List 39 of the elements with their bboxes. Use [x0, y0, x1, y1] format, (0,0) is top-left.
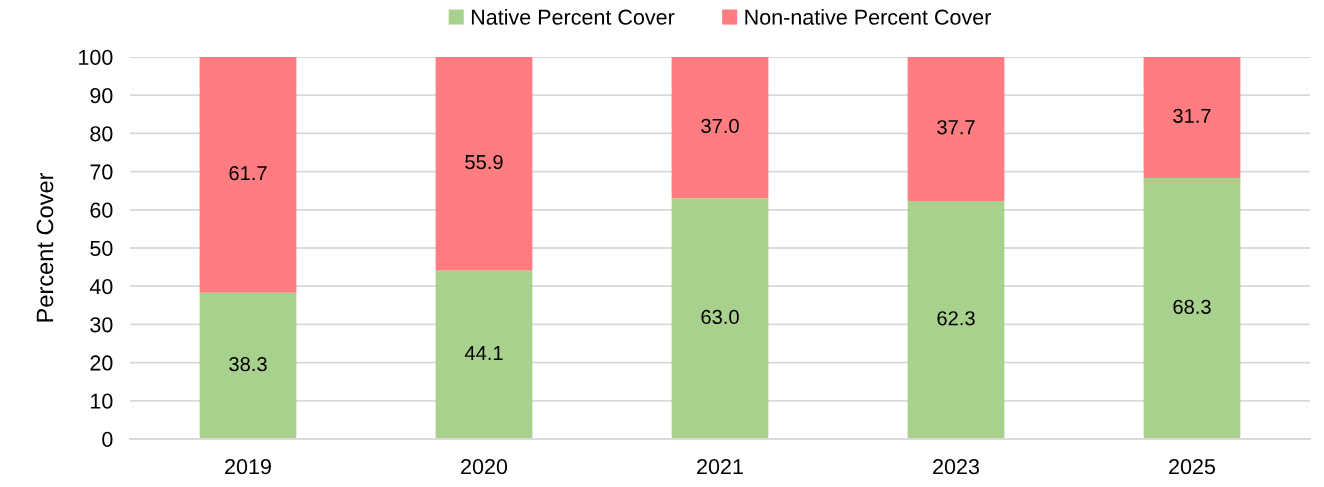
y-tick-label: 0	[102, 431, 113, 448]
bar	[1143, 178, 1241, 439]
y-tick-label: 90	[90, 87, 113, 104]
y-tick-label: 20	[90, 355, 113, 371]
bar	[199, 292, 297, 439]
y-tick-label: 60	[90, 202, 113, 218]
bar	[671, 57, 769, 199]
y-tick-label: 70	[90, 164, 113, 180]
bar	[435, 270, 533, 439]
x-tick-label: 2025	[1169, 459, 1216, 475]
data-label: 68.3	[1173, 299, 1211, 314]
data-label: 31.7	[1173, 108, 1211, 123]
bar	[435, 57, 533, 271]
data-label: 37.7	[937, 120, 975, 135]
y-tick-label: 40	[89, 278, 113, 295]
y-tick-label: 100	[79, 49, 113, 66]
data-label: 55.9	[465, 154, 503, 170]
x-tick-label: 2019	[225, 459, 271, 475]
y-tick-label: 30	[90, 317, 113, 333]
y-tick-label: 10	[91, 393, 113, 409]
x-tick-label: 2021	[697, 459, 743, 475]
data-label: 62.3	[937, 311, 975, 326]
legend-label: Native Percent Cover	[471, 8, 675, 25]
x-tick-label: 2023	[933, 459, 979, 475]
data-label: 44.1	[464, 346, 503, 360]
y-tick-label: 80	[90, 126, 113, 142]
y-axis-title: Percent Cover	[36, 172, 54, 322]
bar	[907, 57, 1005, 202]
data-label: 63.0	[701, 309, 739, 325]
bar	[199, 57, 297, 293]
legend-label: Non-native Percent Cover	[745, 8, 991, 25]
bar	[1143, 57, 1241, 179]
data-label: 37.0	[701, 118, 739, 134]
x-tick-label: 2020	[461, 459, 508, 475]
data-label: 38.3	[229, 356, 267, 372]
bar	[907, 201, 1005, 439]
data-label: 61.7	[229, 165, 267, 181]
y-tick-label: 50	[90, 240, 113, 257]
bar	[671, 198, 769, 439]
